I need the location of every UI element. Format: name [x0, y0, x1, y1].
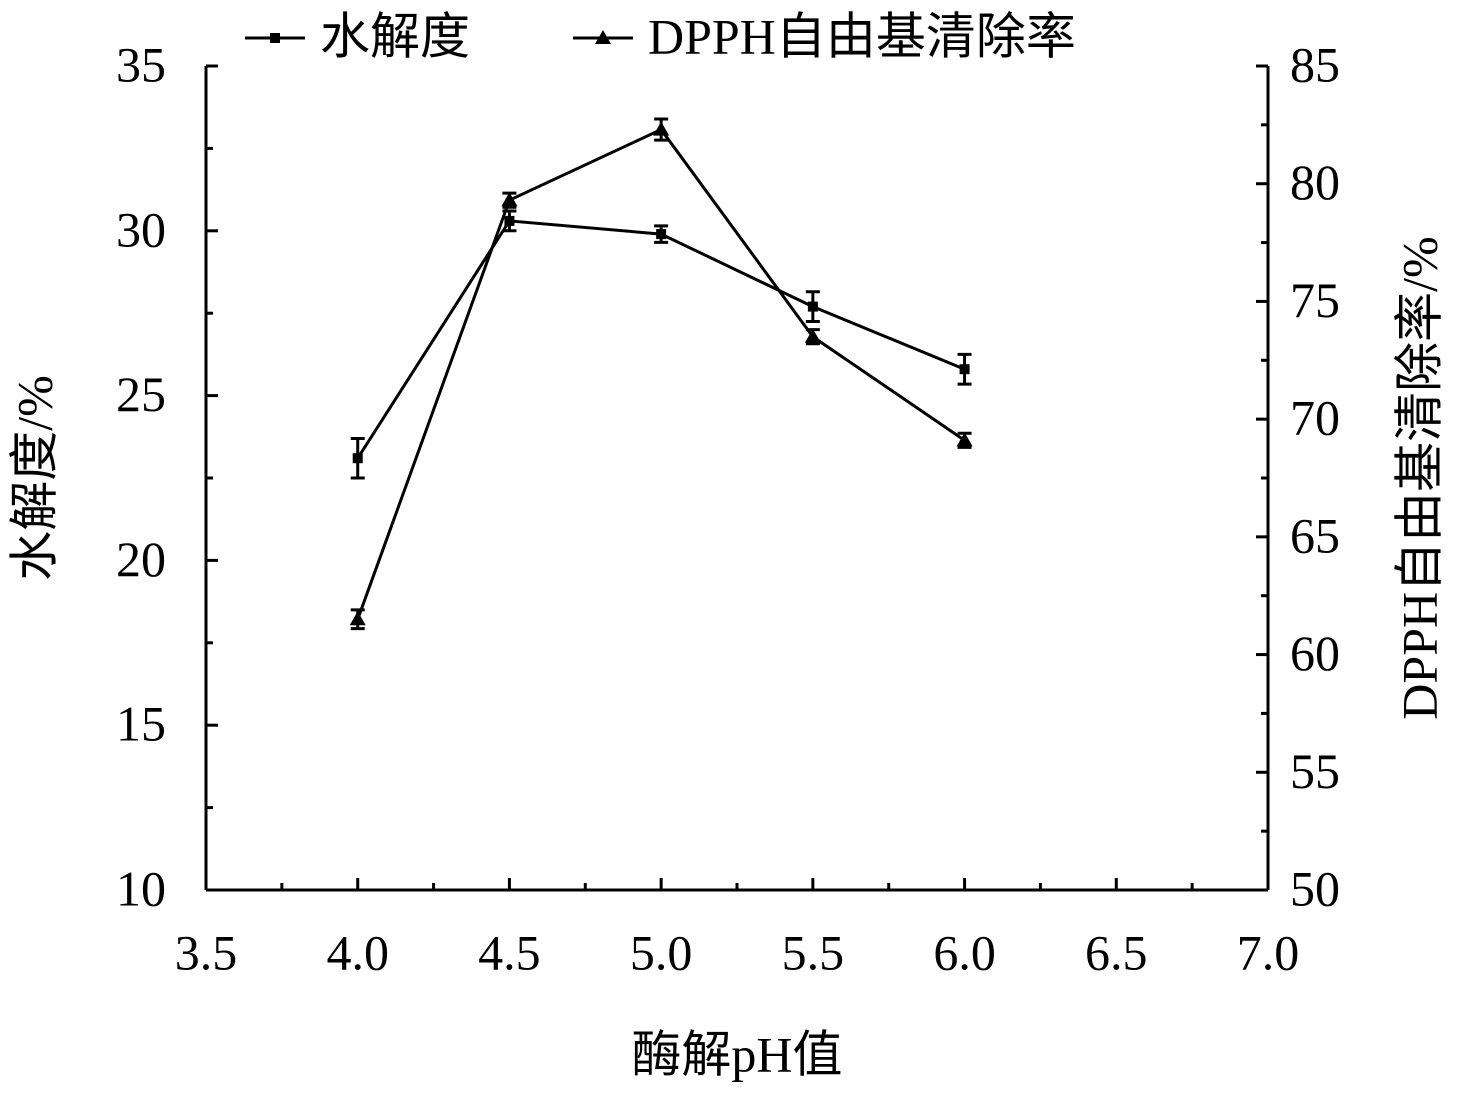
- marker: [501, 192, 518, 207]
- y-axis-label: 水解度/%: [6, 375, 62, 581]
- legend-label: DPPH自由基清除率: [648, 8, 1076, 64]
- y2-tick-label: 85: [1290, 36, 1340, 92]
- y-tick-label: 35: [116, 36, 166, 92]
- x-tick-label: 6.5: [1085, 924, 1148, 980]
- y2-tick-label: 55: [1290, 743, 1340, 799]
- marker: [349, 611, 366, 626]
- y2-tick-label: 50: [1290, 860, 1340, 916]
- marker: [956, 432, 973, 447]
- y-tick-label: 25: [116, 366, 166, 422]
- y2-tick-label: 75: [1290, 272, 1340, 328]
- y2-tick-label: 60: [1290, 625, 1340, 681]
- x-tick-label: 3.5: [175, 924, 238, 980]
- y-tick-label: 30: [116, 201, 166, 257]
- series-line: [356, 127, 966, 620]
- marker: [653, 121, 670, 136]
- x-tick-label: 5.5: [782, 924, 845, 980]
- y-tick-label: 20: [116, 531, 166, 587]
- x-tick-label: 6.0: [933, 924, 996, 980]
- x-tick-label: 5.0: [630, 924, 693, 980]
- y2-tick-label: 80: [1290, 154, 1340, 210]
- marker: [656, 229, 667, 240]
- x-tick-label: 4.5: [478, 924, 541, 980]
- y2-tick-label: 70: [1290, 390, 1340, 446]
- y2-axis-label: DPPH自由基清除率/%: [1391, 236, 1447, 719]
- marker: [804, 328, 821, 343]
- legend-label: 水解度: [320, 8, 470, 64]
- y-tick-label: 15: [116, 696, 166, 752]
- y2-tick-label: 65: [1290, 507, 1340, 563]
- legend-marker: [270, 33, 280, 43]
- x-axis-label: 酶解pH值: [631, 1026, 842, 1082]
- series-line: [356, 219, 966, 460]
- marker: [807, 301, 818, 312]
- legend-marker: [595, 30, 611, 44]
- x-tick-label: 7.0: [1237, 924, 1300, 980]
- marker: [504, 215, 515, 226]
- y-tick-label: 10: [116, 860, 166, 916]
- x-tick-label: 4.0: [326, 924, 389, 980]
- marker: [352, 453, 363, 464]
- marker: [959, 364, 970, 375]
